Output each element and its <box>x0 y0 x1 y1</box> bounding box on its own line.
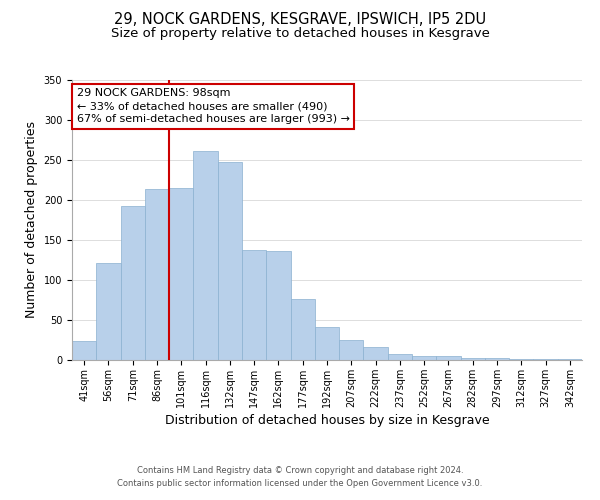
Bar <box>485 358 509 360</box>
Bar <box>121 206 145 360</box>
Bar <box>461 358 485 360</box>
Bar <box>218 162 242 360</box>
Y-axis label: Number of detached properties: Number of detached properties <box>25 122 38 318</box>
Bar <box>145 189 169 360</box>
Bar <box>315 327 339 360</box>
Bar <box>290 299 315 360</box>
Bar <box>364 347 388 360</box>
Text: 29 NOCK GARDENS: 98sqm
← 33% of detached houses are smaller (490)
67% of semi-de: 29 NOCK GARDENS: 98sqm ← 33% of detached… <box>77 88 350 124</box>
Bar <box>436 356 461 360</box>
Text: Size of property relative to detached houses in Kesgrave: Size of property relative to detached ho… <box>110 28 490 40</box>
Bar <box>412 356 436 360</box>
Text: Contains public sector information licensed under the Open Government Licence v3: Contains public sector information licen… <box>118 478 482 488</box>
Bar <box>533 359 558 360</box>
Bar <box>72 341 96 360</box>
Bar <box>509 359 533 360</box>
Text: Contains HM Land Registry data © Crown copyright and database right 2024.: Contains HM Land Registry data © Crown c… <box>137 466 463 475</box>
Bar <box>558 359 582 360</box>
Bar <box>388 354 412 360</box>
Text: 29, NOCK GARDENS, KESGRAVE, IPSWICH, IP5 2DU: 29, NOCK GARDENS, KESGRAVE, IPSWICH, IP5… <box>114 12 486 28</box>
Bar <box>242 250 266 360</box>
Bar <box>266 251 290 360</box>
Bar <box>96 263 121 360</box>
Bar <box>169 188 193 360</box>
Bar <box>339 340 364 360</box>
Bar <box>193 151 218 360</box>
X-axis label: Distribution of detached houses by size in Kesgrave: Distribution of detached houses by size … <box>164 414 490 427</box>
